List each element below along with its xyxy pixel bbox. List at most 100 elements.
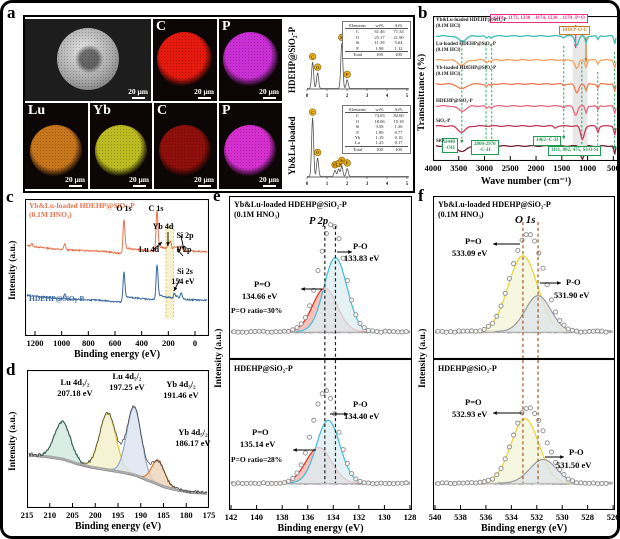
o1s-top-pdo-ev: 533.09 eV (452, 248, 488, 258)
ftir-1462-note: 1462 -C-H (533, 136, 562, 146)
tick-label: 500 (606, 163, 620, 173)
p2p-bottom-chart (229, 359, 412, 510)
scale-label: 20 μm (259, 175, 279, 184)
p2p-title: P 2p (309, 216, 329, 227)
sample-sub: (0.1M HNO₃) (29, 210, 72, 219)
tick-label: 800 (81, 338, 95, 348)
ftir-curve-label-6: SiO₂ (436, 139, 446, 144)
eds-map-p1: P 20 μm (219, 19, 282, 101)
tick-label: 190 (134, 510, 148, 520)
p2p-bot-ratio: P=O ratio=28% (231, 455, 283, 464)
table-row: Elements wt% At% (345, 23, 408, 30)
tick-label: 136 (301, 512, 315, 522)
svg-text:2: 2 (346, 182, 349, 187)
ftir-curve-label-1: Yb&Lu-loaded HDEHP@SiO₂-P (0.1M HCl) (436, 18, 506, 30)
element-letter: C (156, 19, 167, 34)
eds-spectrum-2: 0 1 2 3 4 5 C O Yb Lu Si P Elements wt% At% C 74.03 82.6… (303, 103, 413, 189)
table-row: Si 11.39 5.64 (355, 40, 403, 46)
table-row: Si 3.58 1.36 (355, 124, 403, 130)
yb4d52-fit-label: Yb 4d₅/₂ 186.17 eV (175, 427, 210, 449)
scale-label: 20 μm (129, 175, 149, 184)
eds-spectrum-1: 012345COSiP Elementswt%At%C61.4671.34O25… (303, 19, 413, 101)
lu-yb-4d-chart (27, 370, 209, 508)
tick-label: 128 (403, 512, 417, 522)
eds-map-yb: Yb 20 μm (90, 103, 152, 189)
e-y-axis-label: Intensity (a.u.) (214, 328, 224, 389)
tick-label: 138 (275, 512, 289, 522)
f-x-axis-label: Binding energy (eV) (480, 523, 568, 534)
o1s-peak-label: O 1s (116, 204, 132, 213)
curve-sub: (0.1M HCl) (436, 72, 461, 77)
lu4d32-fit-label: Lu 4d₃/₂ 207.18 eV (57, 377, 92, 399)
svg-text:C: C (311, 54, 314, 59)
tick-label: 536 (479, 512, 493, 522)
peak-ev: 186.17 eV (175, 438, 211, 448)
tick-label: 142 (224, 512, 238, 522)
ftir-curve-label-2: Lu-loaded HDEHP@SiO₂-P (0.1M HCl) (436, 42, 496, 54)
p2p-top-pdo-ev: 134.66 eV (242, 291, 278, 301)
sample-name: Yb&Lu-loaded HDEHP@SiO₂-P (234, 200, 347, 209)
eds-map-blob (223, 32, 278, 87)
e-x-axis-label: Binding energy (eV) (277, 523, 364, 534)
tick-label: 532 (530, 512, 544, 522)
tick-label: 134 (326, 512, 340, 522)
svg-text:P: P (346, 72, 349, 77)
svg-text:P: P (346, 161, 349, 166)
svg-text:0: 0 (306, 182, 309, 187)
o1s-top-pdo-label: P=O (465, 236, 482, 246)
tick-label: 538 (454, 512, 467, 522)
tick-label: 526 (606, 512, 620, 522)
scale-label: 20 μm (194, 175, 214, 184)
tick-label: 3000 (476, 163, 494, 173)
table-row: C 74.03 82.60 (355, 113, 404, 119)
eds-map-c1: C 20 μm (153, 19, 217, 101)
table-row: Lu 1.25 0.17 (355, 140, 403, 146)
panel-b-label: b (418, 3, 428, 22)
eds-spectrum-2-side-label: Yb&Lu-loaded (287, 116, 297, 176)
o1s-bottom-chart (433, 359, 615, 510)
tick-label: 195 (111, 510, 125, 520)
peak-ev: 197.25 eV (109, 382, 145, 392)
o1s-top-po-ev: 531.90 eV (554, 290, 590, 300)
yb4d32-fit-label: Yb 4d₃/₂ 191.46 eV (163, 379, 198, 401)
scale-label: 20 μm (194, 87, 214, 96)
svg-text:4: 4 (386, 94, 389, 99)
element-letter: Yb (93, 103, 111, 118)
peak-name: Yb 4d₃/₂ (166, 379, 196, 389)
peak-name: Lu 4d₃/₂ (60, 377, 90, 387)
svg-text:Si: Si (340, 158, 344, 163)
p2p-bottom-sample-label: HDEHP@SiO₂-P (234, 364, 293, 373)
svg-text:Lu: Lu (336, 161, 342, 166)
ftir-poc-note: 1030 P-O-C (559, 26, 591, 35)
tick-label: 0 (192, 338, 198, 348)
tick-label: 2500 (501, 163, 519, 173)
tick-label: 200 (88, 510, 102, 520)
p2p-top-chart (229, 196, 412, 359)
o1s-bot-pdo-label: P=O (465, 397, 482, 407)
eds-map-blob (95, 125, 147, 177)
curve-name: Yb-loaded HDEHP@SiO₂-P (436, 66, 497, 71)
curve-sub: (0.1M HCl) (436, 24, 461, 29)
scale-label: 20 μm (128, 87, 148, 96)
ftir-x-ticks: 4000 3500 3000 2500 2000 1500 1000 500 (425, 163, 620, 175)
o1s-bot-po-label: P-O (569, 447, 584, 457)
svg-text:5: 5 (406, 182, 409, 187)
ftir-curve-label-3: Yb-loaded HDEHP@SiO₂-P (0.1M HCl) (436, 66, 496, 78)
tick-label: 1000 (579, 163, 597, 173)
table-row: O 25.17 21.90 (355, 34, 404, 40)
ftir-ch-note: 2860-2970 -C-H (471, 140, 499, 156)
p2p-bot-pdo-label: P=O (252, 427, 269, 437)
p2p-top-sample-label: Yb&Lu-loaded HDEHP@SiO₂-P (0.1M HNO₃) (234, 200, 347, 220)
eds-map-blob (224, 125, 276, 177)
element-letter: C (157, 103, 168, 118)
eds-map-c2: C 20 μm (154, 103, 217, 189)
sample-sub: (0.1M HNO₃) (234, 210, 280, 219)
tick-label: 140 (250, 512, 263, 522)
c1s-peak-label: C 1s (148, 204, 164, 213)
tick-label: 1200 (26, 338, 44, 348)
ftir-oh-note: 3440 -OH (442, 138, 458, 154)
p2p-top-ratio: P=O ratio=30% (231, 306, 283, 315)
o1s-top-po-label: P-O (566, 277, 581, 287)
eds-map-p2: P 20 μm (219, 103, 282, 189)
